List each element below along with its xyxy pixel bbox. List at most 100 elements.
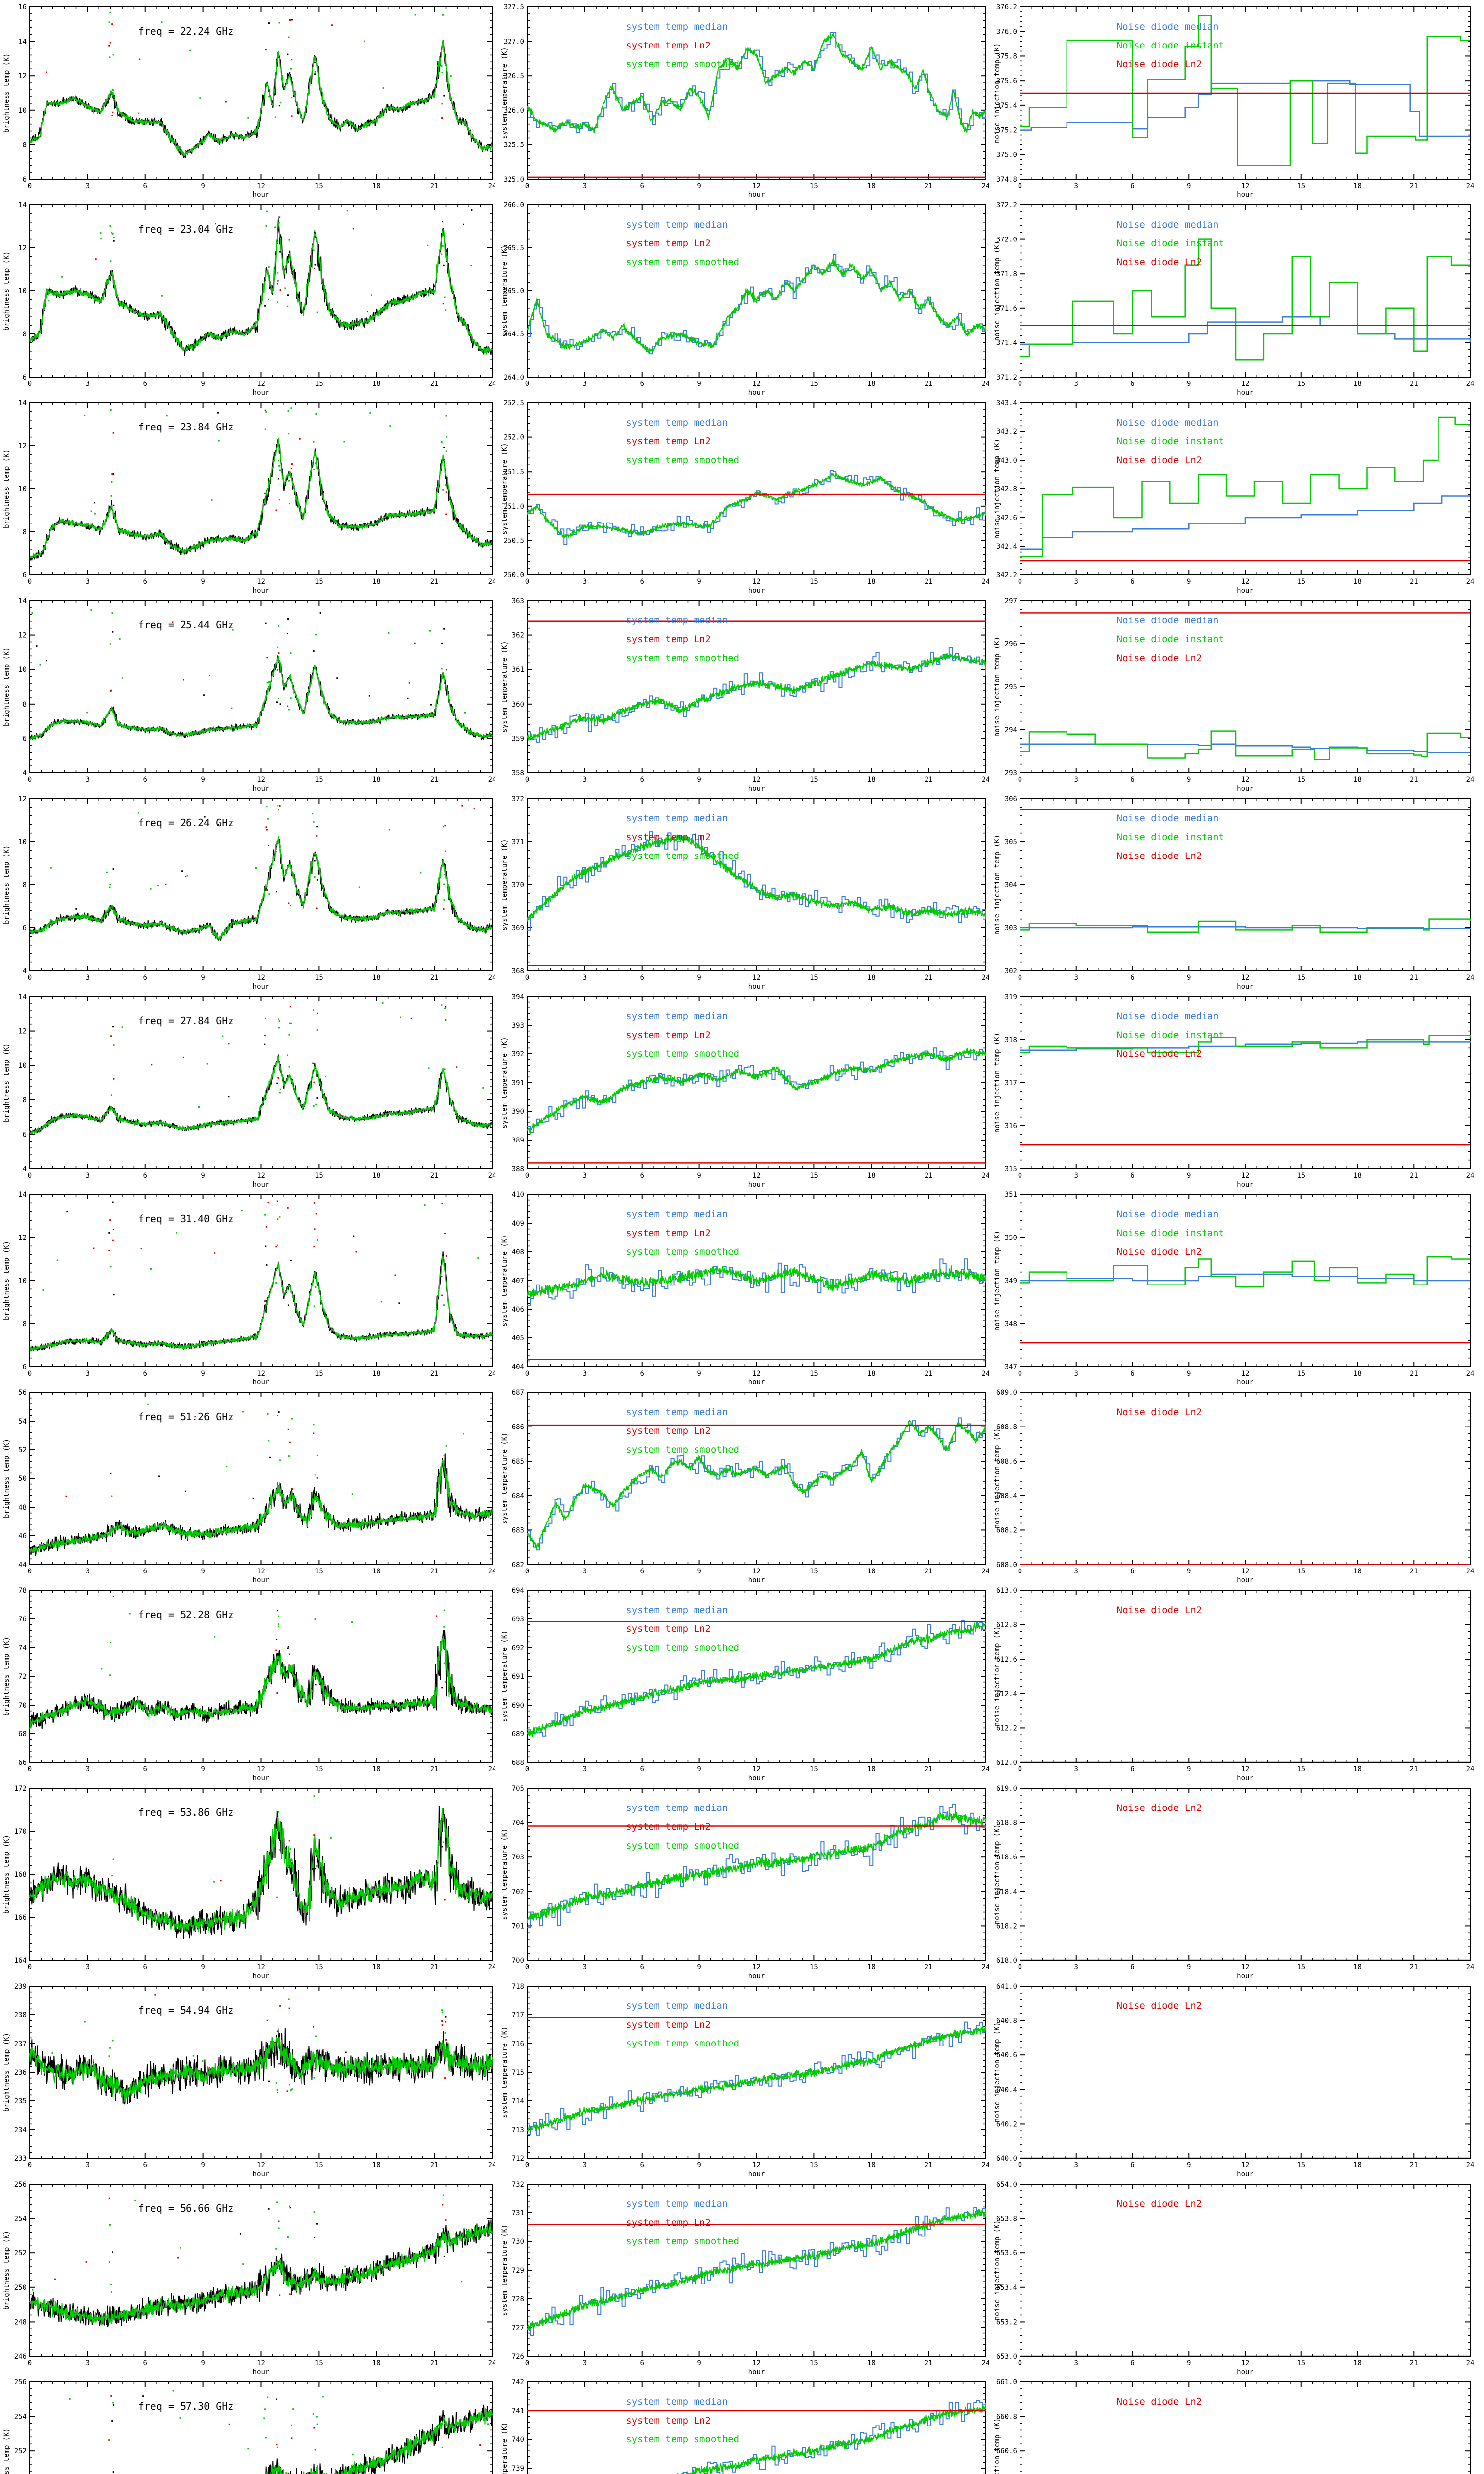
- y-tick-label: 16: [18, 3, 27, 11]
- freq-title: freq = 57.30 GHz: [139, 2400, 234, 2412]
- y-tick-label: 375.0: [996, 151, 1017, 159]
- y-tick-label: 233: [14, 2155, 27, 2163]
- y-tick-label: 10: [18, 485, 27, 493]
- plot-system-temp-row10: 0 3 6 9 12 15 18 21 24 700 701 702 703 704 705 hour syst…: [495, 1781, 989, 1979]
- x-tick-label: 12: [257, 380, 265, 388]
- x-tick-label: 12: [752, 1765, 761, 1773]
- axes-box: [527, 1788, 986, 1961]
- x-tick-label: 0: [1018, 2359, 1022, 2367]
- x-axis-label: hour: [253, 389, 270, 396]
- x-tick-label: 9: [697, 1568, 701, 1575]
- x-tick-label: 12: [752, 380, 761, 388]
- x-tick-label: 3: [86, 1172, 90, 1180]
- x-tick-label: 24: [488, 2161, 495, 2169]
- x-tick-label: 3: [1074, 1963, 1078, 1971]
- y-tick-label: 326.5: [504, 72, 524, 80]
- y-tick-label: 10: [18, 1277, 27, 1285]
- plot-noise-diode-row2: 0 3 6 9 12 15 18 21 24 371.2 371.4 371.6 371.8 372.0 3…: [989, 198, 1484, 396]
- y-tick-label: 12: [18, 442, 27, 450]
- y-tick-label: 613.0: [996, 1587, 1017, 1595]
- x-axis-label: hour: [1237, 1972, 1253, 1979]
- y-tick-label: 295: [1005, 683, 1017, 691]
- y-tick-label: 319: [1005, 993, 1017, 1001]
- x-tick-label: 9: [201, 182, 205, 190]
- x-tick-label: 12: [257, 182, 265, 190]
- plot-brightness-temp-row2: 0 3 6 9 12 15 18 21 24 6 8 10 12 14 hour brightness tem…: [0, 198, 495, 396]
- x-tick-label: 15: [1297, 1370, 1305, 1378]
- x-tick-label: 3: [583, 776, 587, 784]
- x-tick-label: 15: [315, 2161, 323, 2169]
- y-tick-label: 391: [512, 1079, 524, 1087]
- x-tick-label: 15: [810, 974, 818, 982]
- x-axis-label: hour: [748, 1576, 765, 1583]
- x-axis-label: hour: [1237, 1774, 1253, 1781]
- plot-brightness-temp-row10: 0 3 6 9 12 15 18 21 24 164 166 168 170 172 hour brightn…: [0, 1781, 495, 1979]
- y-tick-label: 653.8: [996, 2215, 1017, 2223]
- y-tick-label: 14: [18, 399, 27, 407]
- x-tick-label: 12: [752, 974, 761, 982]
- y-tick-label: 350: [1005, 1234, 1017, 1242]
- x-tick-label: 21: [430, 182, 439, 190]
- y-tick-label: 660.6: [996, 2447, 1017, 2455]
- y-tick-label: 66: [18, 1759, 27, 1767]
- axes-box: [1020, 1986, 1471, 2159]
- y-axis-label: system temperature (K): [501, 2422, 509, 2474]
- x-tick-label: 3: [1074, 974, 1078, 982]
- x-axis-label: hour: [748, 983, 765, 990]
- x-tick-label: 12: [257, 1172, 265, 1180]
- x-tick-label: 15: [1297, 2359, 1305, 2367]
- x-tick-label: 3: [1074, 1765, 1078, 1773]
- x-tick-label: 0: [28, 578, 32, 586]
- y-tick-label: 704: [512, 1819, 524, 1827]
- legend-system-temp: system temp median: [626, 21, 728, 32]
- x-axis-label: hour: [1237, 785, 1253, 792]
- x-tick-label: 15: [810, 1370, 818, 1378]
- y-tick-label: 325.5: [504, 141, 524, 149]
- x-tick-label: 12: [257, 974, 265, 982]
- x-tick-label: 12: [752, 1172, 761, 1180]
- x-axis-label: hour: [748, 1774, 765, 1781]
- y-tick-label: 10: [18, 666, 27, 674]
- y-tick-label: 8: [23, 528, 27, 536]
- x-tick-label: 15: [810, 380, 818, 388]
- y-tick-label: 732: [512, 2181, 524, 2189]
- y-tick-label: 170: [14, 1828, 27, 1836]
- x-tick-label: 21: [1410, 1172, 1418, 1180]
- x-tick-label: 18: [1353, 776, 1362, 784]
- y-tick-label: 72: [18, 1673, 27, 1681]
- x-tick-label: 6: [640, 776, 644, 784]
- x-tick-label: 24: [488, 578, 495, 586]
- x-tick-label: 24: [488, 1963, 495, 1971]
- y-axis-label: system temperature (K): [501, 1037, 509, 1128]
- y-tick-label: 618.0: [996, 1957, 1017, 1965]
- x-tick-label: 18: [867, 1172, 876, 1180]
- x-tick-label: 12: [1241, 1370, 1250, 1378]
- x-axis-label: hour: [1237, 587, 1253, 594]
- y-tick-label: 392: [512, 1050, 524, 1058]
- x-tick-label: 21: [925, 974, 933, 982]
- y-tick-label: 358: [512, 769, 524, 777]
- legend-system-temp: system temp smoothed: [626, 1444, 739, 1455]
- x-tick-label: 21: [925, 1963, 933, 1971]
- axes-box: [29, 402, 493, 575]
- y-axis-label: noise injection temp (K): [993, 1231, 1001, 1331]
- x-axis-label: hour: [748, 2170, 765, 2177]
- y-tick-label: 252.5: [504, 399, 524, 407]
- y-tick-label: 726: [512, 2353, 524, 2361]
- y-tick-label: 372.0: [996, 236, 1017, 244]
- x-tick-label: 0: [525, 2161, 529, 2169]
- y-axis-label: brightness temp (K): [3, 1439, 11, 1518]
- x-tick-label: 0: [28, 1963, 32, 1971]
- y-tick-label: 6: [23, 176, 27, 184]
- y-tick-label: 376.0: [996, 28, 1017, 36]
- x-axis-label: hour: [748, 1972, 765, 1979]
- axes-box: [527, 1986, 986, 2159]
- axes-box: [1020, 1590, 1471, 1763]
- legend-system-temp: system temp Ln2: [626, 2217, 711, 2228]
- x-tick-label: 18: [1353, 1963, 1362, 1971]
- x-tick-label: 15: [1297, 1568, 1305, 1575]
- freq-title: freq = 25.44 GHz: [139, 619, 234, 631]
- x-tick-label: 0: [28, 1172, 32, 1180]
- y-tick-label: 360: [512, 701, 524, 709]
- y-tick-label: 52: [18, 1446, 27, 1454]
